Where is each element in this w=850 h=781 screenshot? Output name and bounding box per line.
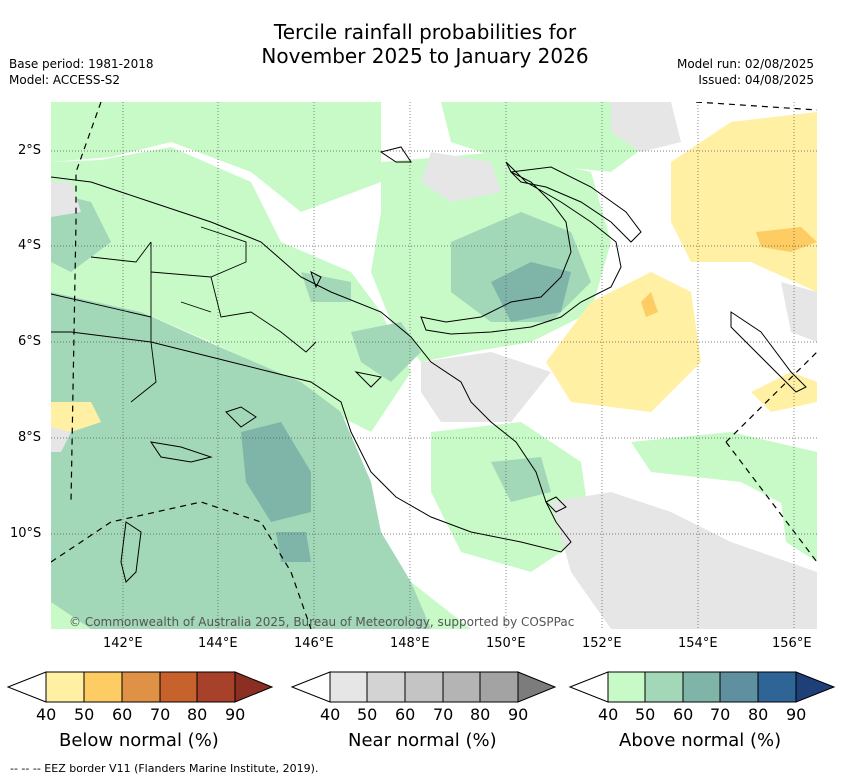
model-run: Model run: 02/08/2025 — [676, 57, 814, 71]
copyright-text: © Commonwealth of Australia 2025, Bureau… — [69, 615, 574, 629]
lon-label: 156°E — [772, 636, 812, 651]
cb-tick: 90 — [508, 705, 529, 724]
cb-tick: 60 — [112, 705, 133, 724]
lon-label: 146°E — [294, 636, 334, 651]
colorbar-above — [568, 671, 836, 703]
cb-tick: 80 — [748, 705, 769, 724]
colorbar-title-below: Below normal (%) — [59, 730, 219, 751]
lat-label: 2°S — [18, 143, 42, 158]
title-line-1: Tercile rainfall probabilities for — [273, 20, 577, 44]
cb-tick: 70 — [150, 705, 171, 724]
colorbar-title-above: Above normal (%) — [619, 730, 782, 751]
cb-tick: 80 — [187, 705, 208, 724]
lon-label: 154°E — [678, 636, 718, 651]
lat-label: 10°S — [10, 526, 42, 541]
lon-label: 150°E — [486, 636, 526, 651]
colorbar-title-near: Near normal (%) — [348, 730, 497, 751]
lat-label: 4°S — [18, 238, 42, 253]
cb-tick: 90 — [225, 705, 246, 724]
cb-tick: 60 — [395, 705, 416, 724]
cb-tick: 60 — [673, 705, 694, 724]
rainfall-map: © Commonwealth of Australia 2025, Bureau… — [51, 102, 817, 629]
cb-tick: 40 — [320, 705, 341, 724]
cb-tick: 50 — [74, 705, 95, 724]
lat-label: 6°S — [18, 334, 42, 349]
cb-tick: 50 — [635, 705, 656, 724]
colorbar-below — [6, 671, 274, 703]
gridlines — [51, 102, 817, 629]
eez-borders — [51, 102, 817, 629]
colorbars — [6, 671, 836, 703]
lon-label: 152°E — [582, 636, 622, 651]
cb-tick: 70 — [710, 705, 731, 724]
lon-label: 144°E — [198, 636, 238, 651]
lon-label: 142°E — [103, 636, 143, 651]
issued-date: Issued: 04/08/2025 — [698, 73, 814, 87]
lon-label: 148°E — [390, 636, 430, 651]
footnote: -- -- -- EEZ border V11 (Flanders Marine… — [10, 762, 319, 775]
base-period: Base period: 1981-2018 — [9, 57, 154, 71]
cb-tick: 40 — [36, 705, 57, 724]
cb-tick: 50 — [357, 705, 378, 724]
cb-tick: 40 — [598, 705, 619, 724]
meta-right: Model run: 02/08/2025 Issued: 04/08/2025 — [677, 56, 814, 88]
coastlines — [51, 146, 807, 583]
above-normal-60-layer — [241, 262, 571, 562]
meta-left: Base period: 1981-2018 Model: ACCESS-S2 — [9, 56, 154, 88]
model-name: Model: ACCESS-S2 — [9, 73, 121, 87]
cb-tick: 80 — [470, 705, 491, 724]
colorbar-near — [290, 671, 557, 703]
cb-tick: 90 — [786, 705, 807, 724]
cb-tick: 70 — [433, 705, 454, 724]
borders — [51, 226, 317, 403]
lat-label: 8°S — [18, 430, 42, 445]
title-line-2: November 2025 to January 2026 — [261, 44, 589, 68]
